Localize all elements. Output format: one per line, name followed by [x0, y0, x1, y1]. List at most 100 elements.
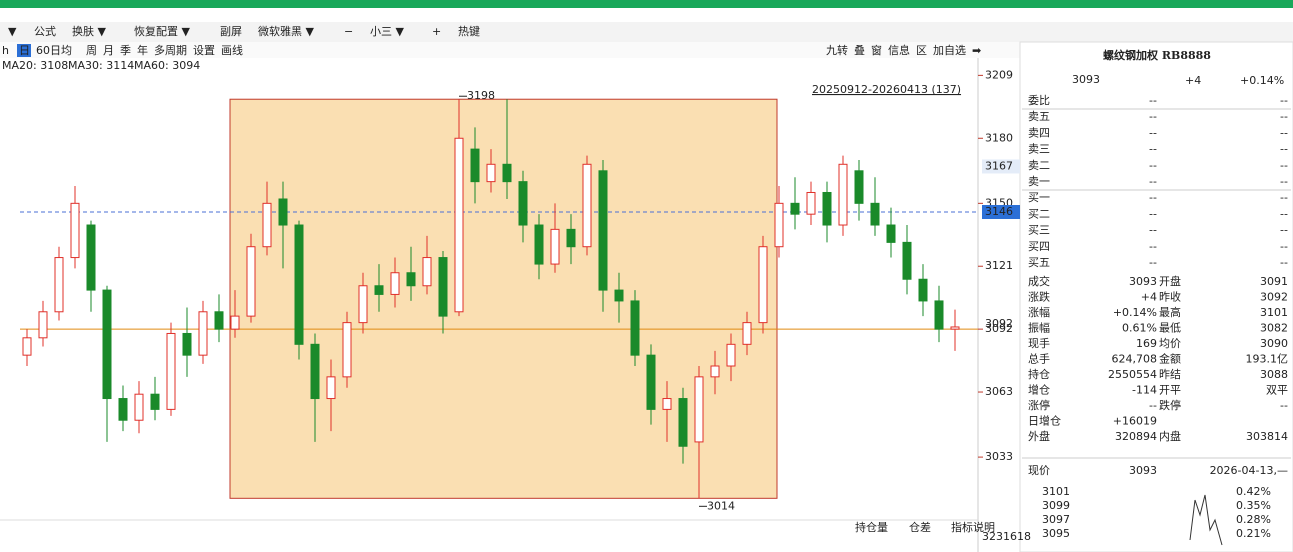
period-tab[interactable]: 日: [19, 44, 30, 57]
toolbar-item[interactable]: 恢复配置 ▼: [134, 24, 190, 38]
period-tab[interactable]: 月: [103, 44, 114, 57]
tool-button[interactable]: ➡: [972, 44, 981, 57]
stat-value: 169: [1136, 337, 1157, 350]
mini-price: 3099: [1042, 499, 1070, 512]
candle-body: [774, 202, 784, 248]
toolbar-item[interactable]: 热键: [458, 24, 480, 38]
stat-label: 金额: [1159, 352, 1181, 366]
period-tab[interactable]: 年: [137, 43, 148, 57]
candle-body: [710, 365, 720, 378]
period-tab[interactable]: 多周期: [154, 43, 187, 57]
book-value: --: [1149, 110, 1157, 123]
book-label: 买一: [1028, 191, 1050, 204]
toolbar-item[interactable]: 换肤 ▼: [72, 24, 106, 38]
stat-value: 3091: [1260, 275, 1288, 288]
toolbar-item[interactable]: −: [344, 25, 353, 38]
indicator-toggle[interactable]: 指标说明: [951, 520, 995, 534]
period-tab[interactable]: 设置: [193, 44, 215, 57]
book-value: --: [1149, 143, 1157, 156]
book-value: --: [1149, 191, 1157, 204]
hover-label-bg: [982, 159, 1020, 174]
stat-value: 0.61%: [1122, 322, 1157, 335]
stat-label: 跌停: [1159, 398, 1181, 412]
stat-label: 持仓: [1028, 367, 1050, 381]
stat-label: 涨停: [1028, 398, 1050, 412]
stat-value: 3088: [1260, 368, 1288, 381]
candle-body: [566, 228, 576, 248]
period-tab[interactable]: h: [2, 44, 9, 57]
tool-button[interactable]: 加自选: [933, 44, 966, 57]
candle-body: [470, 148, 480, 183]
mini-price: 3095: [1042, 527, 1070, 540]
stat-value: 2550554: [1108, 368, 1157, 381]
candle-body: [822, 191, 832, 226]
candle-body: [454, 137, 464, 313]
candle-body: [310, 343, 320, 400]
book-volume: --: [1280, 110, 1288, 123]
quote-price: 3093: [1072, 73, 1100, 86]
candle-body: [262, 202, 272, 248]
candle-body: [646, 354, 656, 410]
candle-body: [486, 163, 496, 183]
period-tab[interactable]: 季: [120, 44, 131, 57]
candle-body: [518, 181, 528, 226]
y-tick-label: 3033: [985, 450, 1013, 463]
candle-body: [166, 332, 176, 410]
stat-value: 320894: [1115, 430, 1157, 443]
cross-label-bg: [982, 205, 1020, 220]
book-value: --: [1149, 175, 1157, 188]
stat-value: +16019: [1113, 415, 1157, 428]
toolbar-item[interactable]: 小三 ▼: [370, 25, 404, 38]
indicator-toggle[interactable]: 仓差: [909, 520, 931, 534]
book-value: --: [1149, 240, 1157, 253]
y-tick-label: 3180: [985, 131, 1013, 144]
stat-value: +0.14%: [1113, 306, 1157, 319]
high-annotation: 3198: [467, 89, 495, 102]
stat-label: 涨跌: [1028, 290, 1050, 304]
candle-body: [662, 398, 672, 410]
period-active: [17, 44, 31, 57]
stat-value: 3082: [1260, 322, 1288, 335]
candle-body: [694, 376, 704, 443]
candle-body: [870, 202, 880, 226]
low-annotation: 3014: [707, 499, 735, 512]
stat-value: 3090: [1260, 337, 1288, 350]
indicator-toggle[interactable]: 持仓量: [855, 520, 888, 534]
toolbar-bg: [0, 22, 1293, 42]
mini-price: 3097: [1042, 513, 1070, 526]
stat-value: 3093: [1129, 275, 1157, 288]
tool-button[interactable]: 九转: [826, 43, 848, 57]
book-value: --: [1149, 159, 1157, 172]
range-label[interactable]: 20250912-20260413 (137): [812, 83, 961, 96]
candle-body: [358, 285, 368, 324]
stat-label: 均价: [1159, 337, 1181, 350]
book-value: --: [1149, 256, 1157, 269]
candle-body: [838, 163, 848, 226]
tool-button[interactable]: 信息: [888, 43, 910, 57]
stat-label: 涨幅: [1028, 306, 1050, 319]
toolbar-item[interactable]: 副屏: [220, 25, 242, 38]
book-volume: --: [1280, 240, 1288, 253]
period-tab[interactable]: 周: [86, 44, 97, 57]
period-tab[interactable]: 画线: [221, 43, 243, 57]
candle-body: [374, 285, 384, 295]
toolbar-item[interactable]: 微软雅黑 ▼: [258, 24, 314, 38]
period-tab[interactable]: 60日均: [36, 44, 72, 57]
stat-label: 内盘: [1159, 429, 1181, 443]
tool-button[interactable]: 区: [916, 44, 927, 57]
stat-label: 日增仓: [1028, 414, 1061, 428]
stat-label: 开盘: [1159, 274, 1181, 288]
stat-value: 3101: [1260, 306, 1288, 319]
book-volume: --: [1280, 175, 1288, 188]
toolbar-item[interactable]: 公式: [34, 25, 56, 38]
toolbar-item[interactable]: ▼: [8, 25, 17, 38]
book-volume: --: [1280, 207, 1288, 220]
volume-label: 3231618: [982, 530, 1031, 543]
stat-value: 624,708: [1112, 353, 1158, 366]
candle-body: [278, 198, 288, 226]
tool-button[interactable]: 窗: [871, 43, 882, 57]
tool-button[interactable]: 叠: [854, 44, 865, 57]
book-volume: --: [1280, 159, 1288, 172]
toolbar-item[interactable]: +: [432, 25, 441, 38]
candle-body: [246, 246, 256, 317]
